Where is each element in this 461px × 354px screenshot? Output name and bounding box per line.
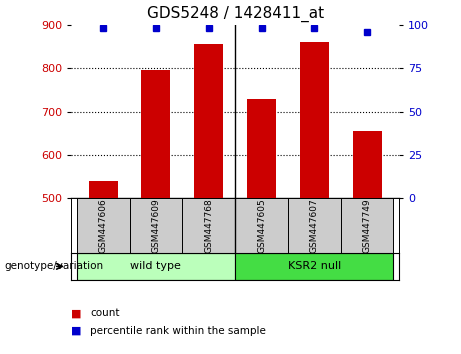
Bar [353, 131, 382, 198]
Text: ■: ■ [71, 326, 82, 336]
Bar [341, 198, 394, 253]
Bar [247, 98, 276, 198]
Text: wild type: wild type [130, 261, 181, 272]
Bar [142, 70, 171, 198]
Bar [77, 198, 130, 253]
Bar [235, 198, 288, 253]
Bar [130, 198, 182, 253]
Text: GSM447749: GSM447749 [363, 198, 372, 253]
Text: ■: ■ [71, 308, 82, 318]
Text: percentile rank within the sample: percentile rank within the sample [90, 326, 266, 336]
Text: count: count [90, 308, 119, 318]
Bar [194, 44, 223, 198]
Text: GSM447605: GSM447605 [257, 198, 266, 253]
Bar [77, 253, 235, 280]
Text: GSM447606: GSM447606 [99, 198, 107, 253]
Title: GDS5248 / 1428411_at: GDS5248 / 1428411_at [147, 6, 324, 22]
Bar [235, 253, 394, 280]
Bar [89, 181, 118, 198]
Text: KSR2 null: KSR2 null [288, 261, 341, 272]
Text: genotype/variation: genotype/variation [5, 261, 104, 272]
Bar [300, 42, 329, 198]
Text: GSM447609: GSM447609 [151, 198, 160, 253]
Text: GSM447607: GSM447607 [310, 198, 319, 253]
Bar [288, 198, 341, 253]
Text: GSM447768: GSM447768 [204, 198, 213, 253]
Bar [182, 198, 235, 253]
